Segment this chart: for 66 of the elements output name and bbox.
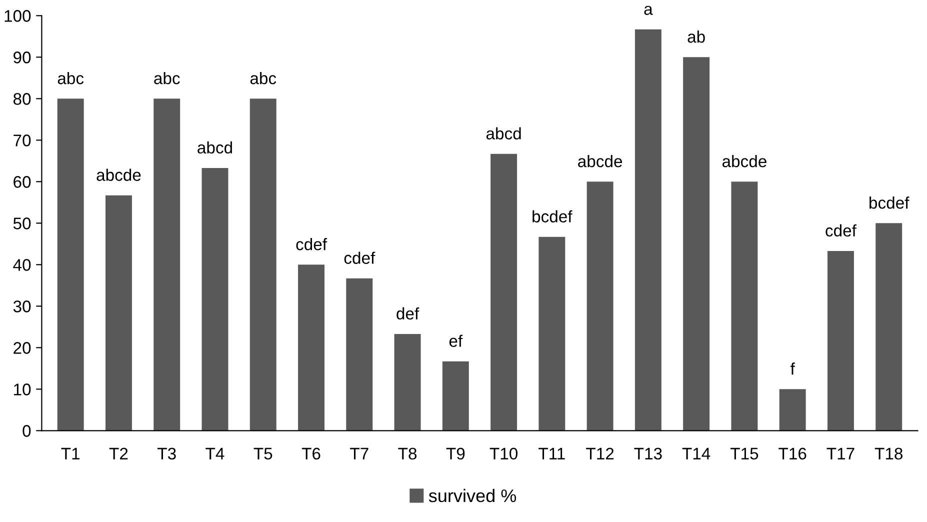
legend-label: survived % [428, 488, 516, 502]
x-tick-label: T12 [586, 448, 614, 460]
annotation: cdef [344, 252, 376, 264]
bar [298, 264, 324, 431]
annotation: abcd [486, 127, 521, 140]
x-tick-label: T4 [206, 448, 224, 460]
y-tick-label: 100 [4, 10, 31, 22]
bar [731, 182, 758, 431]
bar [154, 98, 180, 431]
x-tick-label: T11 [538, 448, 565, 460]
x-tick-label: T10 [490, 448, 518, 460]
x-tick-label: T15 [730, 448, 758, 460]
bar [634, 29, 662, 431]
annotation: abc [58, 72, 84, 84]
bar [827, 250, 854, 431]
y-tick-label: 10 [14, 384, 31, 396]
x-tick-label: T3 [158, 448, 176, 460]
bar [683, 57, 710, 431]
annotation: ab [688, 30, 705, 43]
annotation: abcde [722, 155, 766, 168]
x-tick-label: T6 [302, 448, 320, 460]
x-tick-label: T8 [398, 448, 417, 460]
annotation: def [396, 307, 420, 320]
y-tick-label: 90 [14, 52, 31, 64]
annotation: abcde [96, 168, 141, 181]
y-tick-label: 20 [14, 342, 31, 354]
y-tick-label: 50 [13, 218, 31, 230]
annotation: cdef [296, 238, 328, 250]
x-tick-label: T17 [826, 448, 854, 460]
bar [105, 195, 132, 431]
annotation: bcdef [870, 196, 910, 209]
bar [586, 182, 614, 431]
annotation: abc [250, 72, 276, 84]
bar [202, 168, 228, 431]
annotation: ef [449, 334, 463, 347]
x-tick-label: T18 [874, 448, 902, 460]
y-tick-label: 0 [22, 425, 31, 437]
x-tick-label: T1 [61, 448, 80, 460]
x-tick-label: T13 [634, 448, 662, 460]
bar [490, 154, 518, 431]
x-tick-label: T14 [682, 448, 710, 460]
annotation: f [790, 362, 795, 375]
x-tick-label: T9 [446, 448, 465, 460]
x-tick-label: T5 [254, 448, 272, 460]
y-tick-label: 70 [14, 134, 31, 146]
annotation: a [644, 6, 653, 15]
x-tick-label: T2 [109, 448, 128, 460]
annotation: bcdef [532, 210, 572, 222]
y-tick-label: 80 [13, 93, 31, 105]
annotation: abcd [198, 141, 232, 154]
annotation: abc [154, 72, 180, 84]
x-tick-label: T7 [350, 448, 368, 460]
bar [394, 334, 421, 431]
annotation: cdef [826, 224, 856, 237]
x-tick-label: T16 [778, 448, 806, 460]
y-tick-label: 30 [13, 300, 31, 312]
bar [250, 98, 276, 431]
annotation: abcde [578, 155, 622, 168]
y-tick-label: 60 [14, 176, 31, 188]
bar [876, 223, 902, 431]
bar [346, 278, 373, 431]
bar [538, 236, 566, 431]
bar [442, 361, 469, 431]
bar [779, 389, 806, 431]
bar [57, 98, 84, 431]
y-tick-label: 40 [13, 259, 31, 271]
